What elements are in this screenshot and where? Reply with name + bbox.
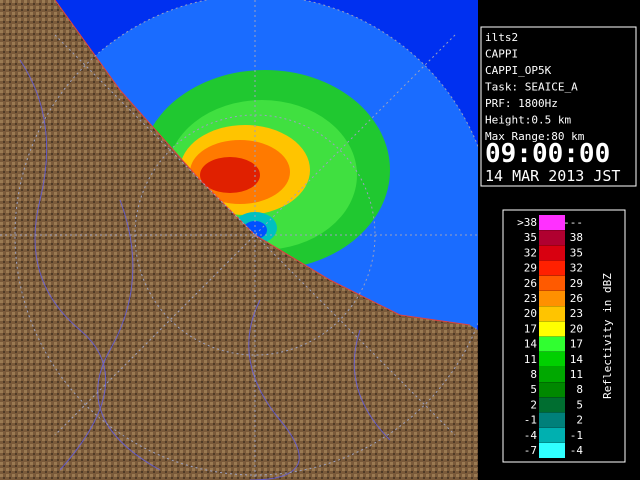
legend-low: 26 [524,277,537,290]
legend-swatch [539,351,565,367]
legend-low: 11 [524,353,537,366]
legend-high: 2 [576,414,583,427]
legend-swatch [539,291,565,306]
legend-high: 17 [570,338,583,351]
legend-high: -4 [570,444,584,457]
legend-low: 2 [530,398,537,411]
legend-swatch [539,260,565,276]
legend-title: Reflectivity in dBZ [601,273,614,399]
legend-high: 20 [570,322,583,335]
legend-low: 20 [524,307,537,320]
legend-swatch [539,215,565,230]
legend-swatch [539,443,565,458]
legend-swatch [539,412,565,428]
legend-low: -4 [524,429,538,442]
legend-low: 5 [530,383,537,396]
legend-swatch [539,427,565,443]
legend-swatch [539,397,565,413]
info-line: CAPPI [485,48,518,61]
legend-low: 8 [530,368,537,381]
legend-swatch [539,336,565,352]
legend-low: -7 [524,444,537,457]
legend-high: 35 [570,246,583,259]
legend-swatch [539,321,565,337]
info-line: PRF: 1800Hz [485,97,558,110]
legend-swatch [539,382,565,398]
legend-low: >38 [517,216,537,229]
legend-low: 35 [524,231,537,244]
legend-high: 5 [576,398,583,411]
info-box [480,26,637,187]
legend-high: 11 [570,368,583,381]
legend-swatch [539,367,565,382]
legend-high: 14 [570,353,584,366]
legend-swatch [539,245,565,261]
legend-high: 32 [570,262,583,275]
legend-high: --- [563,216,583,229]
legend-high: 23 [570,307,583,320]
legend-high: -1 [570,429,583,442]
radar-map [0,0,478,480]
legend-swatch [539,230,565,246]
legend-low: 23 [524,292,537,305]
legend-high: 29 [570,277,583,290]
info-line: ilts2 [485,31,518,44]
legend-low: 32 [524,246,537,259]
time: 09:00:00 [485,139,610,169]
info-line: Height:0.5 km [485,114,571,127]
legend-low: 17 [524,322,537,335]
info-line: Max Range:80 km [485,130,585,143]
legend-high: 26 [570,292,583,305]
date: 14 MAR 2013 JST [485,167,620,185]
legend-low: -1 [524,414,537,427]
legend-high: 38 [570,231,583,244]
legend-low: 29 [524,262,537,275]
legend-high: 8 [576,383,583,396]
legend-swatch [539,306,565,322]
legend-low: 14 [524,338,538,351]
legend-swatch [539,275,565,291]
info-line: Task: SEAICE_A [485,81,578,94]
info-line: CAPPI_OP5K [485,64,552,77]
